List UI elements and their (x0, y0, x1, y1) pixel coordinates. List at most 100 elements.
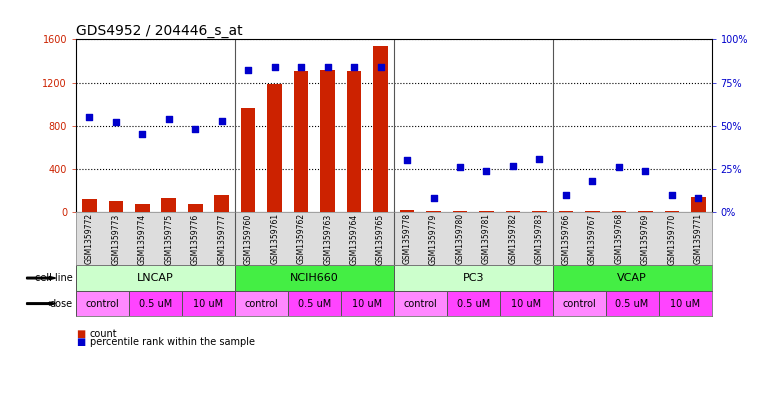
Text: GSM1359775: GSM1359775 (164, 213, 174, 264)
Bar (479, 211, 494, 212)
Point (322, 64, 334, 70)
Text: GSM1359781: GSM1359781 (482, 213, 491, 264)
Point (507, 162, 519, 169)
Bar (235, 265, 394, 291)
Bar (241, 108, 256, 212)
Text: GSM1359776: GSM1359776 (191, 213, 199, 264)
Bar (691, 197, 705, 212)
Point (348, 64, 360, 70)
Bar (500, 291, 552, 316)
Bar (135, 204, 150, 212)
Bar (161, 198, 176, 212)
Point (560, 192, 572, 198)
Bar (188, 204, 202, 212)
Text: ■: ■ (76, 329, 85, 339)
Text: GSM1359772: GSM1359772 (84, 213, 94, 264)
Text: GSM1359783: GSM1359783 (535, 213, 544, 264)
Bar (129, 291, 182, 316)
Text: 0.5 uM: 0.5 uM (139, 299, 172, 309)
Bar (347, 71, 361, 212)
Bar (82, 199, 97, 212)
Text: GSM1359770: GSM1359770 (667, 213, 677, 264)
Bar (341, 291, 394, 316)
Text: 10 uM: 10 uM (193, 299, 224, 309)
Text: 0.5 uM: 0.5 uM (457, 299, 490, 309)
Bar (532, 211, 546, 212)
Point (428, 195, 440, 202)
Point (454, 164, 466, 171)
Bar (559, 211, 573, 212)
Text: GSM1359762: GSM1359762 (297, 213, 306, 264)
Point (163, 116, 175, 122)
Bar (182, 291, 235, 316)
Point (269, 64, 281, 70)
Text: GSM1359779: GSM1359779 (429, 213, 438, 264)
Bar (552, 291, 606, 316)
Point (374, 64, 387, 70)
Text: 0.5 uM: 0.5 uM (616, 299, 648, 309)
Text: ■: ■ (76, 337, 85, 347)
Bar (215, 195, 229, 212)
Bar (374, 46, 388, 212)
Text: GSM1359782: GSM1359782 (508, 213, 517, 264)
Point (480, 167, 492, 174)
Text: GSM1359764: GSM1359764 (349, 213, 358, 264)
Text: percentile rank within the sample: percentile rank within the sample (90, 337, 255, 347)
Bar (552, 265, 712, 291)
Bar (658, 291, 712, 316)
Bar (447, 291, 500, 316)
Text: PC3: PC3 (463, 273, 484, 283)
Text: VCAP: VCAP (617, 273, 647, 283)
Bar (638, 211, 653, 212)
Text: GSM1359780: GSM1359780 (456, 213, 464, 264)
Point (242, 67, 254, 73)
Text: GSM1359761: GSM1359761 (270, 213, 279, 264)
Text: count: count (90, 329, 117, 339)
Text: GSM1359773: GSM1359773 (111, 213, 120, 264)
Text: control: control (244, 299, 279, 309)
Text: GSM1359769: GSM1359769 (641, 213, 650, 264)
Point (215, 118, 228, 124)
Text: control: control (403, 299, 437, 309)
Bar (267, 84, 282, 212)
Text: GSM1359760: GSM1359760 (244, 213, 253, 264)
Text: 10 uM: 10 uM (511, 299, 541, 309)
Bar (585, 211, 600, 212)
Text: 10 uM: 10 uM (670, 299, 700, 309)
Text: control: control (562, 299, 596, 309)
Bar (606, 291, 658, 316)
Bar (109, 201, 123, 212)
Text: GSM1359766: GSM1359766 (562, 213, 571, 264)
Point (586, 178, 598, 184)
Bar (453, 211, 467, 212)
Bar (426, 211, 441, 212)
Point (83, 114, 95, 120)
Text: GSM1359767: GSM1359767 (588, 213, 597, 264)
Text: 10 uM: 10 uM (352, 299, 383, 309)
Bar (612, 211, 626, 212)
Point (295, 64, 307, 70)
Bar (400, 210, 414, 212)
Text: GSM1359768: GSM1359768 (614, 213, 623, 264)
Bar (505, 211, 521, 212)
Text: GDS4952 / 204446_s_at: GDS4952 / 204446_s_at (76, 24, 243, 38)
Text: NCIH660: NCIH660 (290, 273, 339, 283)
Text: GSM1359778: GSM1359778 (403, 213, 412, 264)
Bar (235, 291, 288, 316)
Point (613, 164, 625, 171)
Text: GSM1359777: GSM1359777 (217, 213, 226, 264)
Text: LNCAP: LNCAP (137, 273, 174, 283)
Bar (320, 70, 335, 212)
Bar (76, 265, 235, 291)
Text: cell line: cell line (34, 273, 72, 283)
Text: GSM1359763: GSM1359763 (323, 213, 332, 264)
Point (110, 119, 122, 125)
Text: GSM1359771: GSM1359771 (694, 213, 703, 264)
Text: dose: dose (49, 299, 72, 309)
Point (533, 156, 546, 162)
Point (693, 195, 705, 202)
Point (189, 126, 202, 132)
Bar (288, 291, 341, 316)
Text: 0.5 uM: 0.5 uM (298, 299, 331, 309)
Point (136, 131, 148, 138)
